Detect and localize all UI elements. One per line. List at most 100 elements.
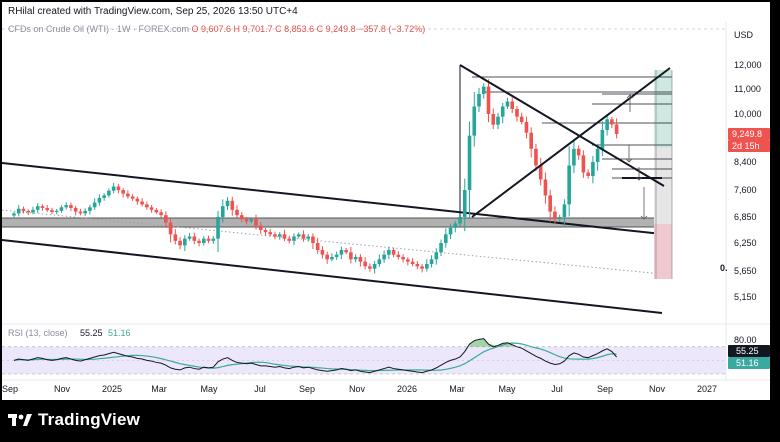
triangle-ascending-line <box>471 67 671 218</box>
drawings-overlay <box>459 64 671 220</box>
candle-body <box>154 209 159 213</box>
candle-body <box>178 240 182 246</box>
rsi-value-tag <box>728 345 770 357</box>
candle-body <box>443 234 448 243</box>
time-tick-label: Nov <box>349 384 366 394</box>
price-axis: 12,000 11,000 10,000 8,400 7,600 6,850 6,250 5,… <box>734 60 762 345</box>
time-tick-label: 2026 <box>397 384 417 394</box>
candle-body <box>377 259 382 264</box>
time-axis: Sep Nov 2025 Mar May Jul Sep Nov 2026 Mar May Jul Se… <box>2 384 717 394</box>
rsi-legend-ma: 51.16 <box>108 328 131 338</box>
candle-body <box>135 198 140 202</box>
candle-body <box>121 190 125 194</box>
candle-body <box>557 217 562 220</box>
candle-body <box>349 252 353 260</box>
time-tick-label: Jul <box>551 384 563 394</box>
candle-body <box>97 197 102 203</box>
candle-body <box>83 210 87 214</box>
candle-body <box>339 250 344 255</box>
time-tick-label: 2027 <box>697 384 717 394</box>
candle-body <box>306 236 310 239</box>
ohlc-values: O 9,607.6 H 9,701.7 C 8,853.6 C 9,249.8 … <box>191 24 426 34</box>
candle-body <box>453 223 458 228</box>
tradingview-logo[interactable]: TradingView <box>8 410 140 430</box>
candle-body <box>140 201 144 205</box>
rsi-pane: RSI (13, close) 55.25 51.16 <box>2 323 770 375</box>
candle-body <box>586 172 590 176</box>
candle-body <box>26 210 31 213</box>
candle-body <box>145 204 149 208</box>
candle-body <box>458 217 462 224</box>
candle-body <box>149 207 154 210</box>
last-price-tag <box>728 128 770 140</box>
candle-body <box>59 207 64 211</box>
candle-body <box>239 215 244 220</box>
candle-body <box>567 165 571 205</box>
price-tick-label: 6,250 <box>734 238 757 248</box>
candle-body <box>277 234 282 237</box>
candle-body <box>363 261 367 267</box>
rsi-overbought-fill <box>469 338 513 347</box>
candle-body <box>510 101 515 109</box>
candle-body <box>296 234 301 237</box>
candle-body <box>301 234 306 239</box>
candle-body <box>254 219 258 226</box>
time-tick-label: Mar <box>449 384 465 394</box>
candle-body <box>111 186 116 191</box>
candle-body <box>538 165 543 180</box>
rsi-legend-value: 55.25 <box>80 328 103 338</box>
candle-body <box>287 238 292 241</box>
candle-body <box>211 238 216 241</box>
price-tags: 9,249.8 2d 15h 0. 55.25 51.16 <box>720 128 770 369</box>
candle-body <box>268 232 273 235</box>
rsi-legend-label: RSI (13, close) <box>8 328 68 338</box>
price-tick-label: 12,000 <box>734 60 762 70</box>
candle-body <box>220 206 225 217</box>
candle-body <box>543 179 548 196</box>
price-tick-label: 5,650 <box>734 266 757 276</box>
candle-body <box>330 257 334 260</box>
arrow-up-icon <box>626 94 634 99</box>
attribution-text: RHilal created with TradingView.com, Sep… <box>8 6 298 17</box>
symbol-name[interactable]: CFDs on Crude Oil (WTI) · 1W · FOREX.com <box>8 24 190 34</box>
candle-body <box>429 259 434 264</box>
candle-body <box>225 200 230 207</box>
time-tick-label: Jul <box>254 384 266 394</box>
candle-body <box>320 250 325 255</box>
zero-marker: 0. <box>720 263 728 273</box>
candle-body <box>581 155 586 173</box>
candle-body <box>572 148 576 166</box>
candle-body <box>282 234 287 239</box>
candle-body <box>519 116 524 122</box>
candle-body <box>477 94 481 107</box>
time-tick-label: Sep <box>2 384 18 394</box>
candle-body <box>553 211 557 220</box>
currency-label[interactable]: USD <box>734 30 754 40</box>
candle-body <box>496 116 500 125</box>
candle-body <box>273 234 277 237</box>
candle-body <box>12 213 16 216</box>
candle-body <box>420 266 424 269</box>
candle-body <box>292 236 296 241</box>
candle-body <box>206 238 211 241</box>
candle-body <box>595 148 600 162</box>
price-tick-label: 10,000 <box>734 109 762 119</box>
candle-body <box>73 208 78 212</box>
candle-body <box>410 261 415 264</box>
candle-body <box>500 106 505 117</box>
price-tick-label: 8,400 <box>734 157 757 167</box>
candle-body <box>467 135 472 190</box>
candle-body <box>92 202 97 208</box>
candle-body <box>505 101 510 107</box>
candle-body <box>325 254 329 260</box>
candle-body <box>126 193 130 197</box>
candle-body <box>434 252 439 260</box>
price-tick-label: 6,850 <box>734 212 757 222</box>
time-tick-label: Sep <box>299 384 315 394</box>
candle-body <box>249 219 254 222</box>
candle-body <box>69 205 73 208</box>
price-tick-label: 5,150 <box>734 292 757 302</box>
candle-body <box>600 130 605 149</box>
candle-body <box>548 195 552 212</box>
